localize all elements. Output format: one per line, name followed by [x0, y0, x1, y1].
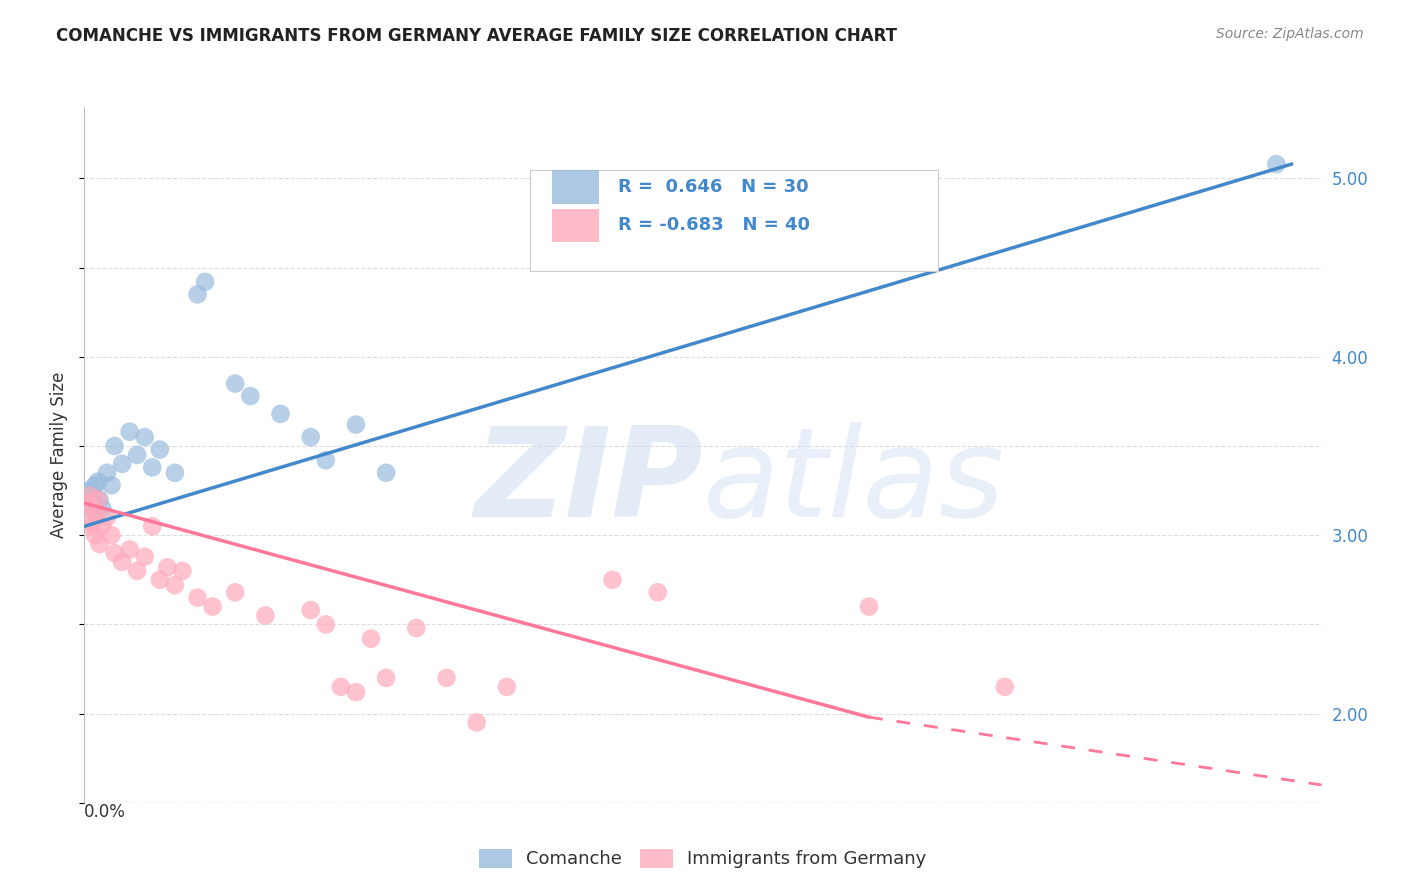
- Point: [80, 489, 103, 503]
- Text: atlas: atlas: [703, 422, 1005, 543]
- Point: [118, 542, 141, 557]
- Point: [315, 617, 337, 632]
- Point: [79, 501, 101, 516]
- Text: Source: ZipAtlas.com: Source: ZipAtlas.com: [1216, 27, 1364, 41]
- Point: [375, 466, 398, 480]
- Point: [103, 546, 125, 560]
- Point: [495, 680, 517, 694]
- Point: [858, 599, 880, 614]
- Point: [82, 501, 104, 516]
- Point: [254, 608, 277, 623]
- Point: [405, 621, 427, 635]
- Point: [96, 466, 118, 480]
- FancyBboxPatch shape: [553, 170, 599, 203]
- Point: [344, 685, 367, 699]
- Point: [344, 417, 367, 432]
- Text: COMANCHE VS IMMIGRANTS FROM GERMANY AVERAGE FAMILY SIZE CORRELATION CHART: COMANCHE VS IMMIGRANTS FROM GERMANY AVER…: [56, 27, 897, 45]
- Point: [360, 632, 382, 646]
- Point: [149, 442, 172, 457]
- Point: [329, 680, 352, 694]
- Legend: Comanche, Immigrants from Germany: Comanche, Immigrants from Germany: [474, 844, 932, 874]
- Point: [602, 573, 624, 587]
- Text: R =  0.646   N = 30: R = 0.646 N = 30: [617, 178, 808, 196]
- Point: [1265, 157, 1288, 171]
- Point: [91, 501, 114, 516]
- Point: [79, 489, 101, 503]
- Point: [86, 510, 108, 524]
- Point: [111, 457, 134, 471]
- Point: [118, 425, 141, 439]
- FancyBboxPatch shape: [553, 209, 599, 242]
- Point: [315, 453, 337, 467]
- Point: [186, 591, 208, 605]
- Point: [86, 507, 108, 521]
- FancyBboxPatch shape: [530, 169, 938, 270]
- Text: ZIP: ZIP: [474, 422, 703, 543]
- Point: [76, 492, 98, 507]
- Point: [87, 492, 110, 507]
- Point: [84, 478, 107, 492]
- Point: [375, 671, 398, 685]
- Point: [100, 528, 122, 542]
- Point: [134, 430, 156, 444]
- Point: [141, 519, 163, 533]
- Point: [127, 564, 149, 578]
- Point: [201, 599, 224, 614]
- Point: [134, 549, 156, 564]
- Point: [465, 715, 488, 730]
- Y-axis label: Average Family Size: Average Family Size: [51, 372, 69, 538]
- Point: [91, 519, 114, 533]
- Point: [647, 585, 669, 599]
- Point: [141, 460, 163, 475]
- Point: [84, 528, 107, 542]
- Point: [163, 578, 186, 592]
- Point: [77, 514, 100, 528]
- Point: [224, 585, 246, 599]
- Point: [186, 287, 208, 301]
- Point: [96, 510, 118, 524]
- Point: [80, 519, 103, 533]
- Point: [77, 483, 100, 498]
- Point: [76, 496, 98, 510]
- Point: [127, 448, 149, 462]
- Point: [436, 671, 458, 685]
- Text: 0.0%: 0.0%: [84, 803, 127, 821]
- Point: [87, 475, 110, 489]
- Point: [224, 376, 246, 391]
- Point: [156, 560, 179, 574]
- Point: [82, 496, 104, 510]
- Point: [194, 275, 217, 289]
- Point: [994, 680, 1017, 694]
- Point: [239, 389, 262, 403]
- Point: [163, 466, 186, 480]
- Text: R = -0.683   N = 40: R = -0.683 N = 40: [617, 217, 810, 235]
- Point: [299, 603, 322, 617]
- Point: [89, 537, 111, 551]
- Point: [89, 492, 111, 507]
- Point: [270, 407, 292, 421]
- Point: [149, 573, 172, 587]
- Point: [103, 439, 125, 453]
- Point: [172, 564, 194, 578]
- Point: [111, 555, 134, 569]
- Point: [100, 478, 122, 492]
- Point: [299, 430, 322, 444]
